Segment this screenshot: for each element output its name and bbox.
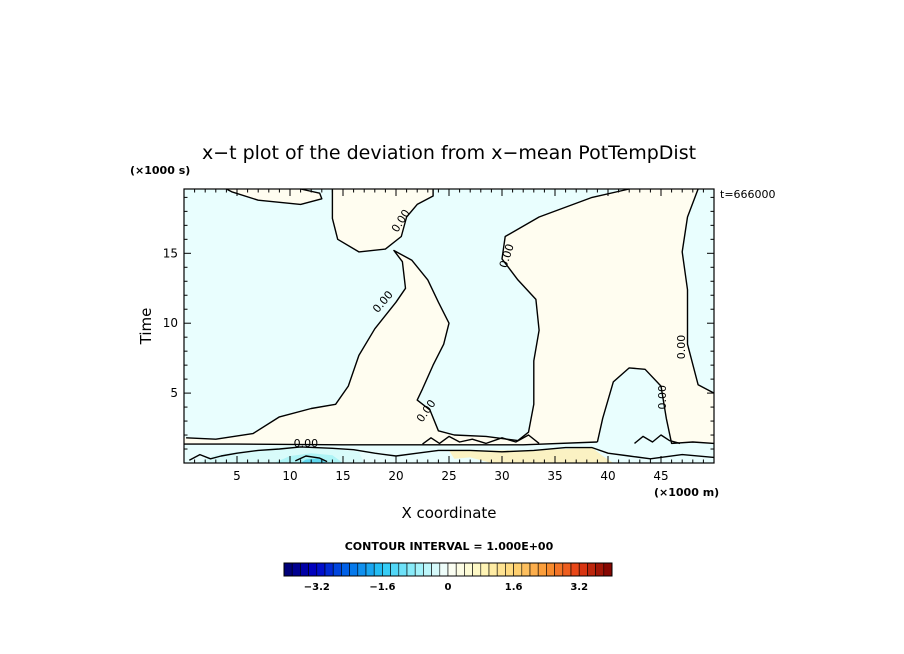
colorbar-segment [447, 562, 457, 577]
x-tick-label: 5 [233, 469, 241, 483]
x-tick-label: 35 [547, 469, 562, 483]
colorbar-segment [537, 562, 547, 577]
contour-line [226, 188, 323, 206]
colorbar [283, 562, 613, 577]
colorbar-segment [546, 562, 555, 577]
colorbar-tick-label: −1.6 [369, 582, 395, 593]
filled-regions [184, 189, 714, 463]
colorbar-segment [291, 562, 301, 577]
x-tick-labels: 5 10 15 20 25 30 35 40 45 [233, 469, 668, 483]
x-tick-label: 25 [441, 469, 456, 483]
colorbar-tick-label: 0 [445, 582, 452, 593]
colorbar-segment [595, 562, 605, 577]
chart-title: x−t plot of the deviation from x−mean Po… [202, 142, 696, 164]
colorbar-segment [513, 562, 523, 577]
colorbar-segment [603, 562, 613, 577]
contour-line [681, 188, 715, 394]
colorbar-segment [357, 562, 367, 577]
colorbar-segment [521, 562, 531, 577]
colorbar-segment [480, 562, 490, 577]
contour-lines [184, 188, 715, 463]
y-tick-label: 5 [170, 386, 178, 400]
colorbar-segment [439, 562, 449, 577]
colorbar-segment [308, 562, 318, 577]
negative-region [300, 458, 328, 463]
x-axis-label: X coordinate [401, 504, 496, 522]
contour-line [422, 434, 540, 445]
x-tick-label: 45 [653, 469, 668, 483]
colorbar-segment [398, 562, 408, 577]
colorbar-segment [373, 562, 383, 577]
colorbar-segment [464, 562, 473, 577]
colorbar-tick-labels: −3.2 −1.6 0 1.6 3.2 [304, 582, 588, 593]
contour-line [295, 455, 328, 463]
colorbar-segment [414, 562, 424, 577]
contour-line [634, 434, 681, 445]
positive-region [226, 189, 322, 205]
x-unit-label: (×1000 m) [654, 486, 719, 499]
contour-line [184, 441, 598, 446]
plot-area: 0.000.000.000.000.000.000.00 [183, 188, 715, 464]
colorbar-frame [283, 562, 613, 577]
contour-line [331, 189, 434, 253]
colorbar-segment [332, 562, 342, 577]
colorbar-tick-label: 1.6 [505, 582, 523, 593]
colorbar-segment [341, 562, 350, 577]
colorbar-tick-label: 3.2 [570, 582, 588, 593]
contour-label: 0.00 [656, 385, 669, 410]
colorbar-segment [423, 562, 432, 577]
colorbar-segment [578, 562, 588, 577]
x-tick-label: 20 [388, 469, 403, 483]
colorbar-segment [316, 562, 326, 577]
colorbar-segment [505, 562, 514, 577]
colorbar-segment [324, 562, 334, 577]
contour-line [188, 446, 715, 461]
colorbar-tick-label: −3.2 [304, 582, 330, 593]
colorbar-segment [496, 562, 506, 577]
colorbar-segment [283, 562, 293, 577]
colorbar-segment [455, 562, 465, 577]
colorbar-segment [406, 562, 416, 577]
colorbar-segment [300, 562, 309, 577]
colorbar-segment [587, 562, 596, 577]
colorbar-segment [365, 562, 375, 577]
colorbar-segment [390, 562, 400, 577]
contour-line [186, 188, 630, 442]
axis-ticks [184, 189, 714, 463]
y-tick-labels: 5 10 15 [163, 246, 178, 400]
y-axis-label: Time [137, 308, 155, 346]
colorbar-segment [349, 562, 359, 577]
y-unit-label: (×1000 s) [130, 164, 190, 177]
contour-label: 0.00 [294, 437, 319, 450]
positive-region [332, 189, 434, 252]
y-tick-label: 10 [163, 316, 178, 330]
y-tick-label: 15 [163, 246, 178, 260]
x-tick-label: 30 [494, 469, 509, 483]
colorbar-segment [570, 562, 580, 577]
colorbar-segment [554, 562, 564, 577]
contour-line [596, 367, 715, 445]
x-tick-label: 10 [282, 469, 297, 483]
colorbar-segment [382, 562, 391, 577]
x-tick-label: 15 [335, 469, 350, 483]
contour-interval-text: CONTOUR INTERVAL = 1.000E+00 [345, 540, 554, 553]
positive-region [184, 189, 714, 445]
contour-label: 0.00 [675, 335, 688, 360]
colorbar-segment [562, 562, 572, 577]
colorbar-segment [488, 562, 498, 577]
colorbar-segment [472, 562, 482, 577]
x-tick-label: 40 [600, 469, 615, 483]
colorbar-segment [431, 562, 441, 577]
time-annotation: t=666000 [720, 188, 776, 201]
colorbar-segment [529, 562, 539, 577]
